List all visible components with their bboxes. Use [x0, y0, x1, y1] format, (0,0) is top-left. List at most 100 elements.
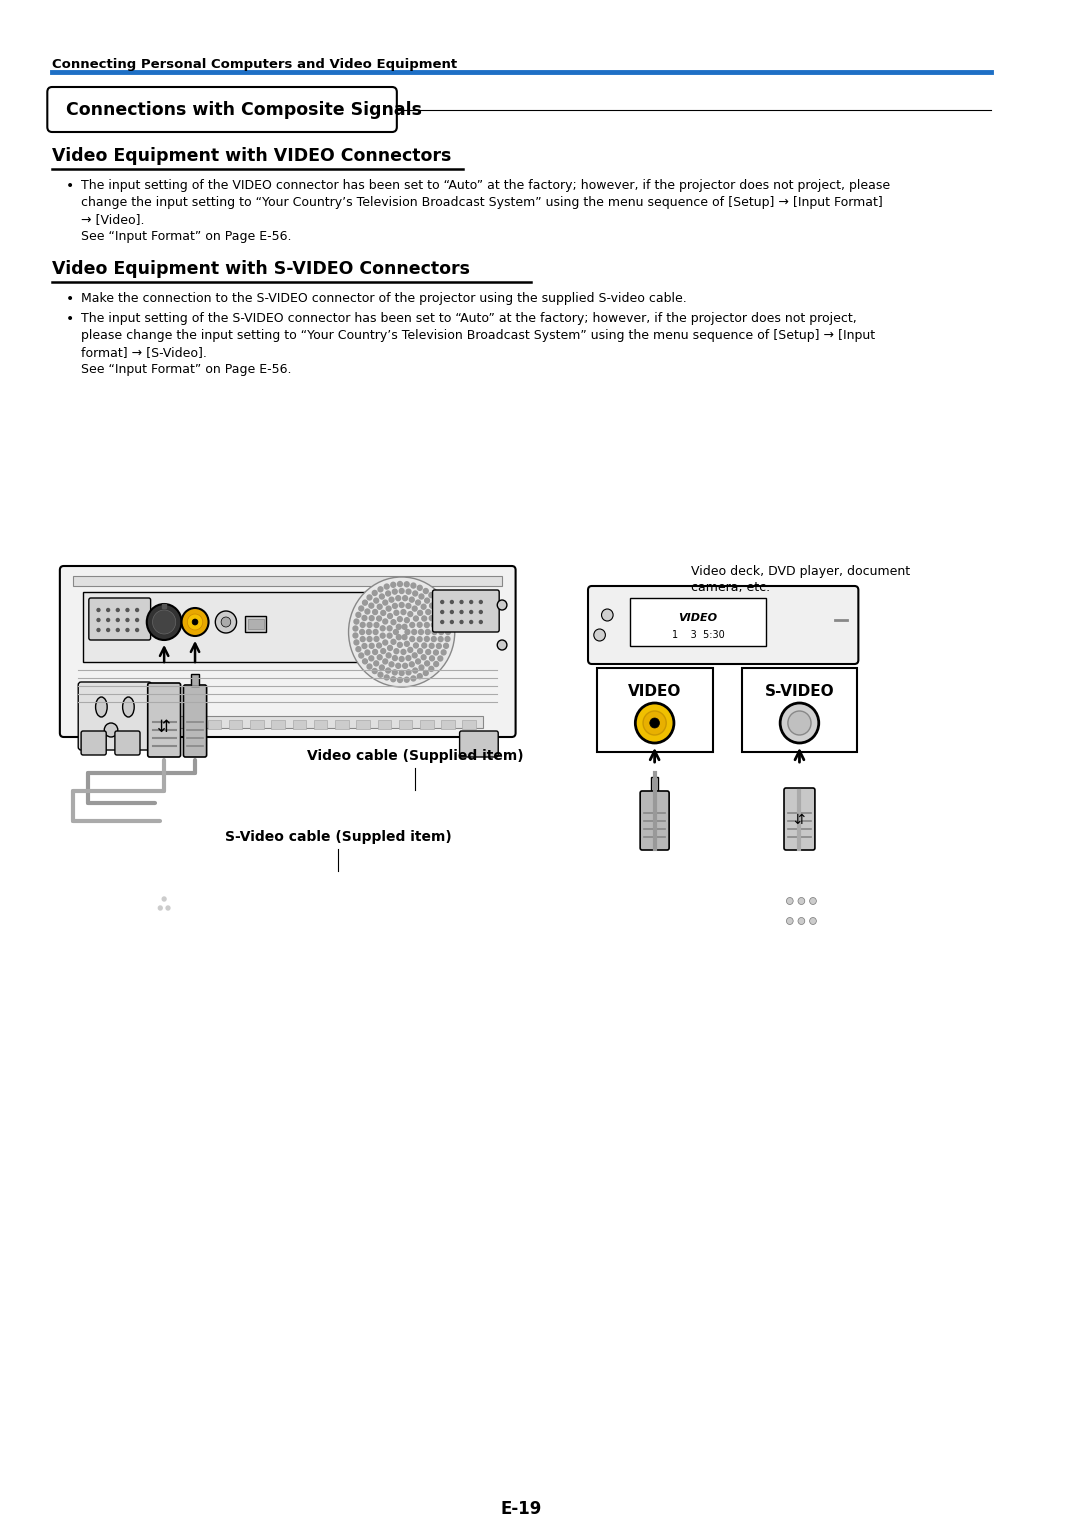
Circle shape	[392, 656, 397, 661]
Circle shape	[436, 615, 442, 621]
Circle shape	[384, 674, 389, 681]
Circle shape	[409, 662, 415, 667]
Circle shape	[221, 617, 231, 627]
Circle shape	[349, 577, 455, 687]
Circle shape	[363, 600, 367, 606]
Text: S-VIDEO: S-VIDEO	[765, 684, 834, 699]
Circle shape	[373, 668, 377, 673]
Circle shape	[411, 630, 417, 635]
Circle shape	[424, 636, 429, 641]
FancyBboxPatch shape	[81, 731, 106, 755]
Circle shape	[361, 623, 365, 627]
Circle shape	[166, 906, 170, 909]
Circle shape	[411, 676, 416, 681]
Circle shape	[374, 630, 378, 635]
Circle shape	[409, 597, 415, 603]
Circle shape	[405, 630, 410, 635]
Circle shape	[470, 610, 473, 613]
Bar	[596, 668, 713, 752]
Circle shape	[381, 610, 386, 615]
Circle shape	[354, 639, 359, 645]
Circle shape	[438, 623, 443, 627]
Circle shape	[181, 607, 208, 636]
Bar	[162, 604, 166, 607]
Circle shape	[421, 604, 426, 609]
Circle shape	[359, 653, 364, 658]
Circle shape	[480, 610, 483, 613]
Text: Video Equipment with VIDEO Connectors: Video Equipment with VIDEO Connectors	[52, 146, 451, 165]
Circle shape	[460, 621, 463, 624]
Text: Video Equipment with S-VIDEO Connectors: Video Equipment with S-VIDEO Connectors	[52, 259, 470, 278]
Ellipse shape	[96, 697, 107, 717]
FancyBboxPatch shape	[114, 731, 140, 755]
Circle shape	[107, 609, 109, 612]
Circle shape	[497, 600, 507, 610]
Text: E-19: E-19	[501, 1500, 542, 1518]
Circle shape	[426, 650, 431, 655]
Circle shape	[480, 601, 483, 603]
Circle shape	[392, 589, 397, 594]
Circle shape	[97, 618, 100, 621]
Circle shape	[400, 603, 404, 607]
Circle shape	[136, 618, 138, 621]
Circle shape	[401, 609, 406, 615]
Circle shape	[437, 603, 443, 607]
Circle shape	[367, 636, 372, 641]
FancyBboxPatch shape	[78, 682, 151, 749]
Circle shape	[401, 650, 406, 655]
Circle shape	[413, 591, 418, 597]
Bar	[271, 720, 285, 729]
Circle shape	[394, 610, 399, 615]
Circle shape	[365, 650, 369, 655]
Circle shape	[369, 603, 374, 609]
Bar	[742, 668, 858, 752]
Circle shape	[426, 609, 431, 615]
Circle shape	[430, 603, 434, 609]
Circle shape	[353, 633, 357, 638]
Circle shape	[413, 606, 417, 610]
FancyBboxPatch shape	[433, 591, 499, 632]
Bar	[73, 575, 502, 586]
Circle shape	[107, 629, 109, 632]
Circle shape	[431, 623, 436, 627]
Text: camera, etc.: camera, etc.	[691, 581, 770, 594]
Circle shape	[417, 673, 422, 679]
Circle shape	[437, 656, 443, 661]
Bar	[442, 720, 455, 729]
Circle shape	[147, 604, 181, 639]
Text: See “Input Format” on Page E-56.: See “Input Format” on Page E-56.	[81, 230, 292, 243]
Circle shape	[635, 703, 674, 743]
Circle shape	[381, 649, 386, 653]
Circle shape	[433, 609, 438, 613]
FancyBboxPatch shape	[184, 685, 206, 757]
Circle shape	[497, 639, 507, 650]
Circle shape	[793, 806, 797, 810]
Circle shape	[810, 897, 816, 905]
Circle shape	[798, 917, 805, 925]
Circle shape	[374, 661, 379, 665]
Circle shape	[414, 642, 418, 649]
Circle shape	[187, 613, 203, 630]
Circle shape	[416, 659, 420, 664]
Text: VIDEO: VIDEO	[627, 684, 681, 699]
Circle shape	[386, 591, 391, 597]
Circle shape	[382, 620, 388, 624]
Circle shape	[379, 665, 384, 670]
Circle shape	[470, 621, 473, 624]
Circle shape	[400, 656, 404, 661]
Circle shape	[373, 591, 377, 595]
Circle shape	[442, 609, 446, 613]
Circle shape	[126, 629, 129, 632]
Circle shape	[382, 600, 388, 604]
Bar	[245, 617, 267, 632]
Circle shape	[388, 626, 392, 630]
Text: Connecting Personal Computers and Video Equipment: Connecting Personal Computers and Video …	[52, 58, 457, 72]
Circle shape	[397, 642, 402, 647]
Circle shape	[117, 618, 119, 621]
Text: → [Video].: → [Video].	[81, 214, 145, 226]
Circle shape	[356, 647, 361, 652]
Circle shape	[400, 670, 404, 676]
Circle shape	[402, 624, 407, 629]
Bar	[160, 716, 483, 728]
Circle shape	[418, 610, 422, 615]
